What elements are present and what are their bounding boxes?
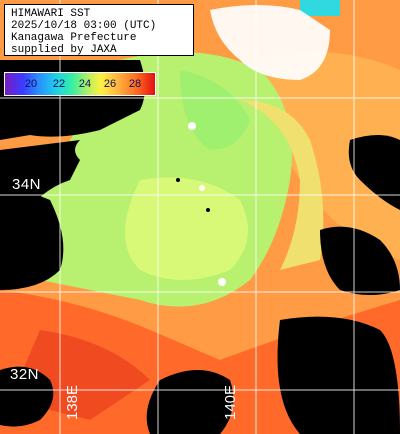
island — [218, 278, 226, 286]
latitude-label-34n: 34N — [12, 176, 42, 193]
info-box: HIMAWARI SST 2025/10/18 03:00 (UTC) Kana… — [4, 4, 194, 56]
island — [199, 185, 205, 191]
colorbar-gradient — [5, 73, 155, 95]
land-south-east — [277, 316, 400, 434]
land-south-central — [146, 370, 234, 434]
prefecture-label: Kanagawa Prefecture — [11, 32, 137, 44]
island — [188, 122, 196, 130]
land-east-islands — [320, 226, 400, 295]
cold-spot — [300, 0, 340, 16]
colorbar-tick: 22 — [52, 78, 66, 90]
colorbar: 20 22 24 26 28 — [4, 72, 156, 96]
island — [176, 178, 180, 182]
latitude-label-32n: 32N — [10, 366, 40, 383]
longitude-label-138e: 138E — [64, 384, 81, 420]
cool-water-inner — [125, 177, 248, 280]
colorbar-labels: 20 22 24 26 28 — [5, 73, 155, 95]
supplier-label: supplied by JAXA — [11, 44, 117, 56]
land-south-west — [0, 366, 54, 427]
longitude-label-140e: 140E — [222, 384, 239, 420]
colorbar-tick: 20 — [24, 78, 38, 90]
timestamp: 2025/10/18 03:00 (UTC) — [11, 20, 157, 32]
island — [206, 208, 210, 212]
warm-water-east — [260, 52, 400, 260]
colorbar-tick: 26 — [103, 78, 117, 90]
land-west — [0, 180, 64, 290]
land-east-coast — [348, 135, 400, 210]
transition-band — [240, 100, 324, 270]
product-title: HIMAWARI SST — [11, 8, 91, 20]
cool-water-north — [180, 70, 250, 150]
colorbar-tick: 24 — [78, 78, 92, 90]
land-northeast — [210, 5, 330, 80]
colorbar-tick: 28 — [128, 78, 142, 90]
